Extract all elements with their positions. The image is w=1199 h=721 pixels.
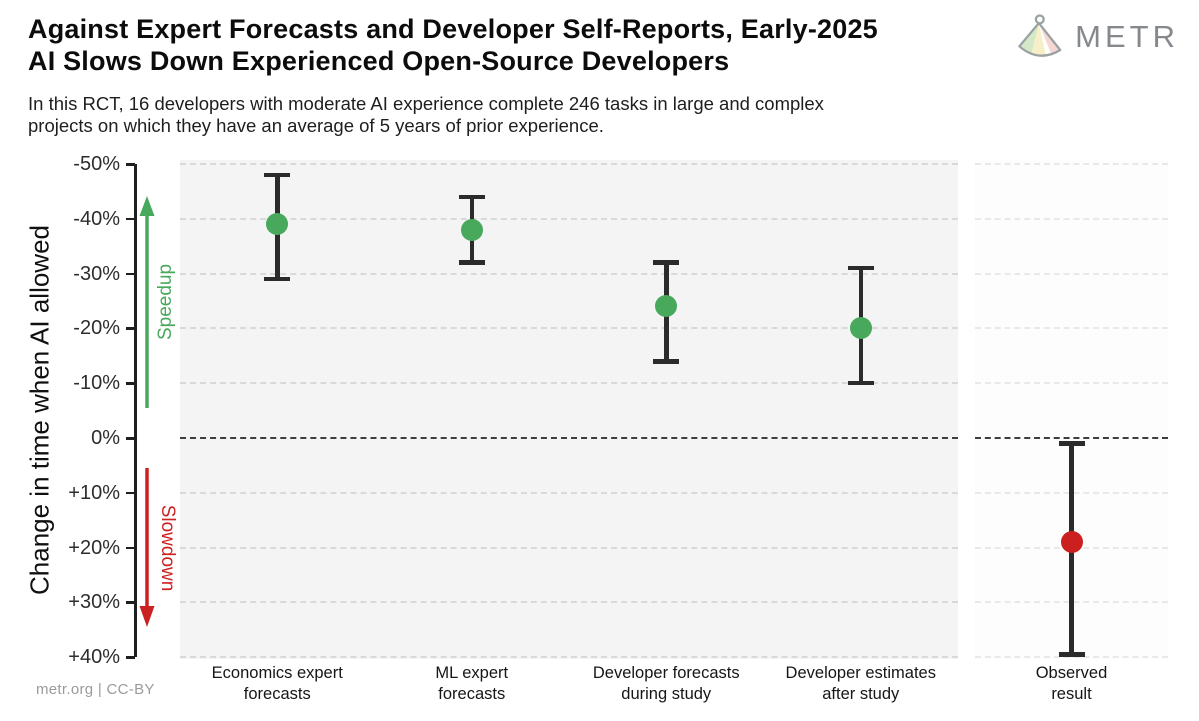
y-tick-label: -30% [73,262,120,285]
error-bar-cap-top [1058,441,1085,446]
data-point [655,295,678,318]
page-subtitle: In this RCT, 16 developers with moderate… [28,93,824,137]
main-panel [180,160,958,659]
y-tick-mark [126,546,135,550]
page-title-line1: Against Expert Forecasts and Developer S… [28,14,878,44]
page-title: Against Expert Forecasts and Developer S… [28,13,878,77]
gridline [180,382,958,385]
gridline [180,163,958,165]
page-subtitle-line2: projects on which they have an average o… [28,115,604,136]
gridline [975,163,1168,165]
page-title-line2: AI Slows Down Experienced Open-Source De… [28,46,730,76]
credit-text: metr.org | CC-BY [36,681,155,698]
slowdown-label: Slowdown [157,504,178,592]
gridline [180,491,958,494]
error-bar-cap-top [847,265,874,271]
category-label: Developer estimates after study [785,664,936,703]
error-bar-cap-bottom [458,260,485,265]
error-bar-cap-top [653,260,680,265]
y-tick-label: 0% [91,427,120,449]
y-tick-label: -20% [73,317,120,340]
y-tick-label: -50% [73,153,120,175]
y-tick-mark [126,437,135,440]
y-tick-label: +40% [68,646,120,669]
y-tick-mark [126,601,135,604]
zero-line [180,437,958,439]
gridline [975,382,1168,385]
y-tick-label: +10% [68,481,120,504]
data-point [460,218,483,241]
category-label: ML expert forecasts [435,664,509,703]
category-label: Developer forecasts during study [592,664,740,703]
data-point [1060,531,1083,554]
gridline [975,327,1168,330]
error-bar-cap-bottom [653,359,680,364]
page-subtitle-line1: In this RCT, 16 developers with moderate… [28,93,824,114]
gridline [975,272,1168,275]
gridline [975,656,1168,659]
gridline [180,656,958,659]
gridline [180,217,958,220]
y-tick-label: +30% [68,591,120,614]
error-bar-cap-top [458,194,485,200]
y-tick-mark [126,327,135,330]
slowdown-arrow-icon [139,468,155,627]
gridline [180,546,958,549]
y-tick-label: +20% [68,536,120,559]
y-tick-label: -10% [73,372,120,395]
y-tick-mark [126,163,135,166]
speedup-arrow-icon [139,196,155,408]
y-tick-label: -40% [73,207,120,230]
y-tick-mark [126,491,135,495]
data-point [849,317,872,340]
zero-line [975,437,1168,439]
y-tick-mark [126,382,135,385]
category-label: Economics expert forecasts [211,664,343,703]
gridline [180,327,958,330]
category-label: Observed result [1035,664,1108,703]
gridline [180,272,958,275]
data-point [266,213,289,236]
error-bar-cap-top [264,172,291,178]
speedup-label: Speedup [155,263,176,341]
metr-logo-text: METR [1075,19,1179,54]
error-bar-cap-bottom [1058,652,1085,657]
error-bar-cap-bottom [264,276,291,282]
metr-logo: METR [1011,12,1179,62]
y-tick-mark [126,656,135,659]
y-tick-mark [126,272,135,276]
gridline [975,217,1168,220]
y-axis-line [134,164,137,658]
y-tick-mark [126,217,135,221]
gridline [180,601,958,604]
metr-fan-icon [1018,14,1062,58]
error-bar-cap-bottom [847,380,874,386]
